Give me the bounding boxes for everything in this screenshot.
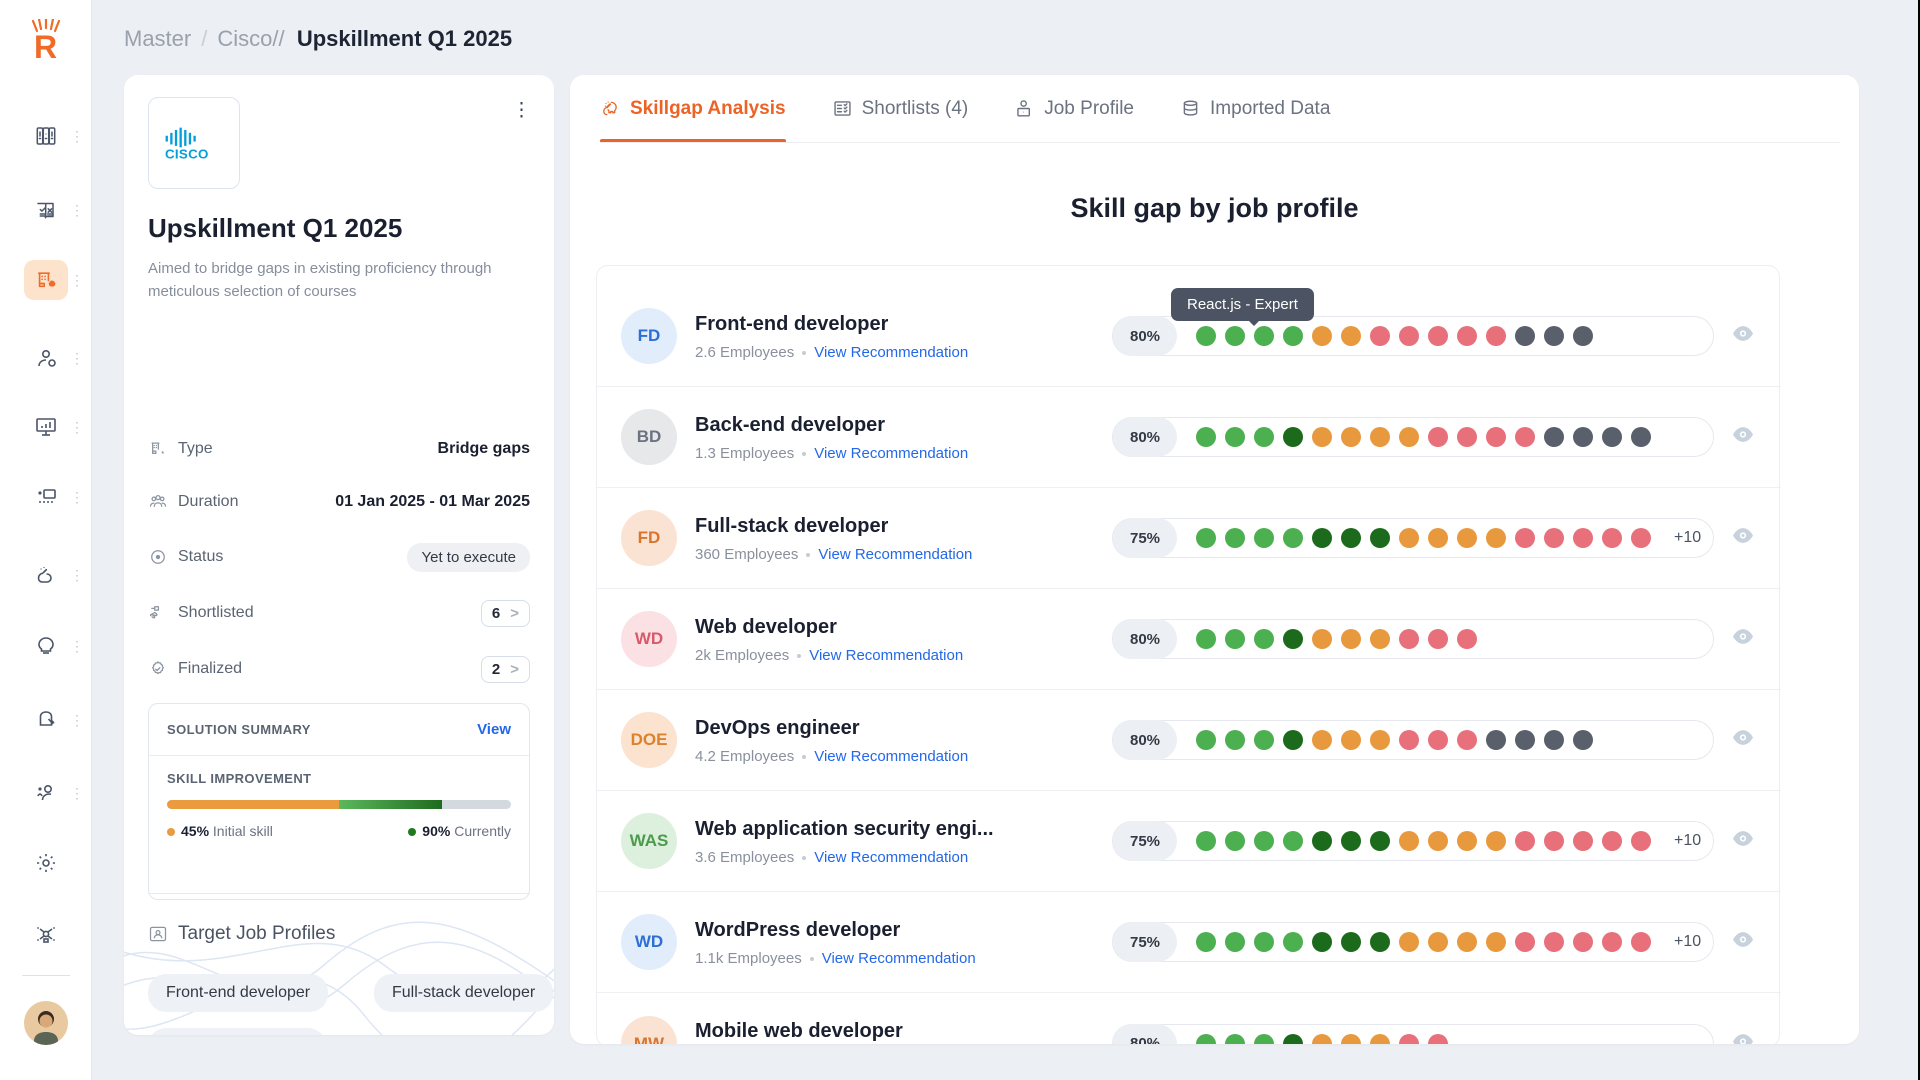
svg-text:CISCO: CISCO bbox=[165, 146, 209, 161]
svg-text:R: R bbox=[34, 29, 57, 65]
